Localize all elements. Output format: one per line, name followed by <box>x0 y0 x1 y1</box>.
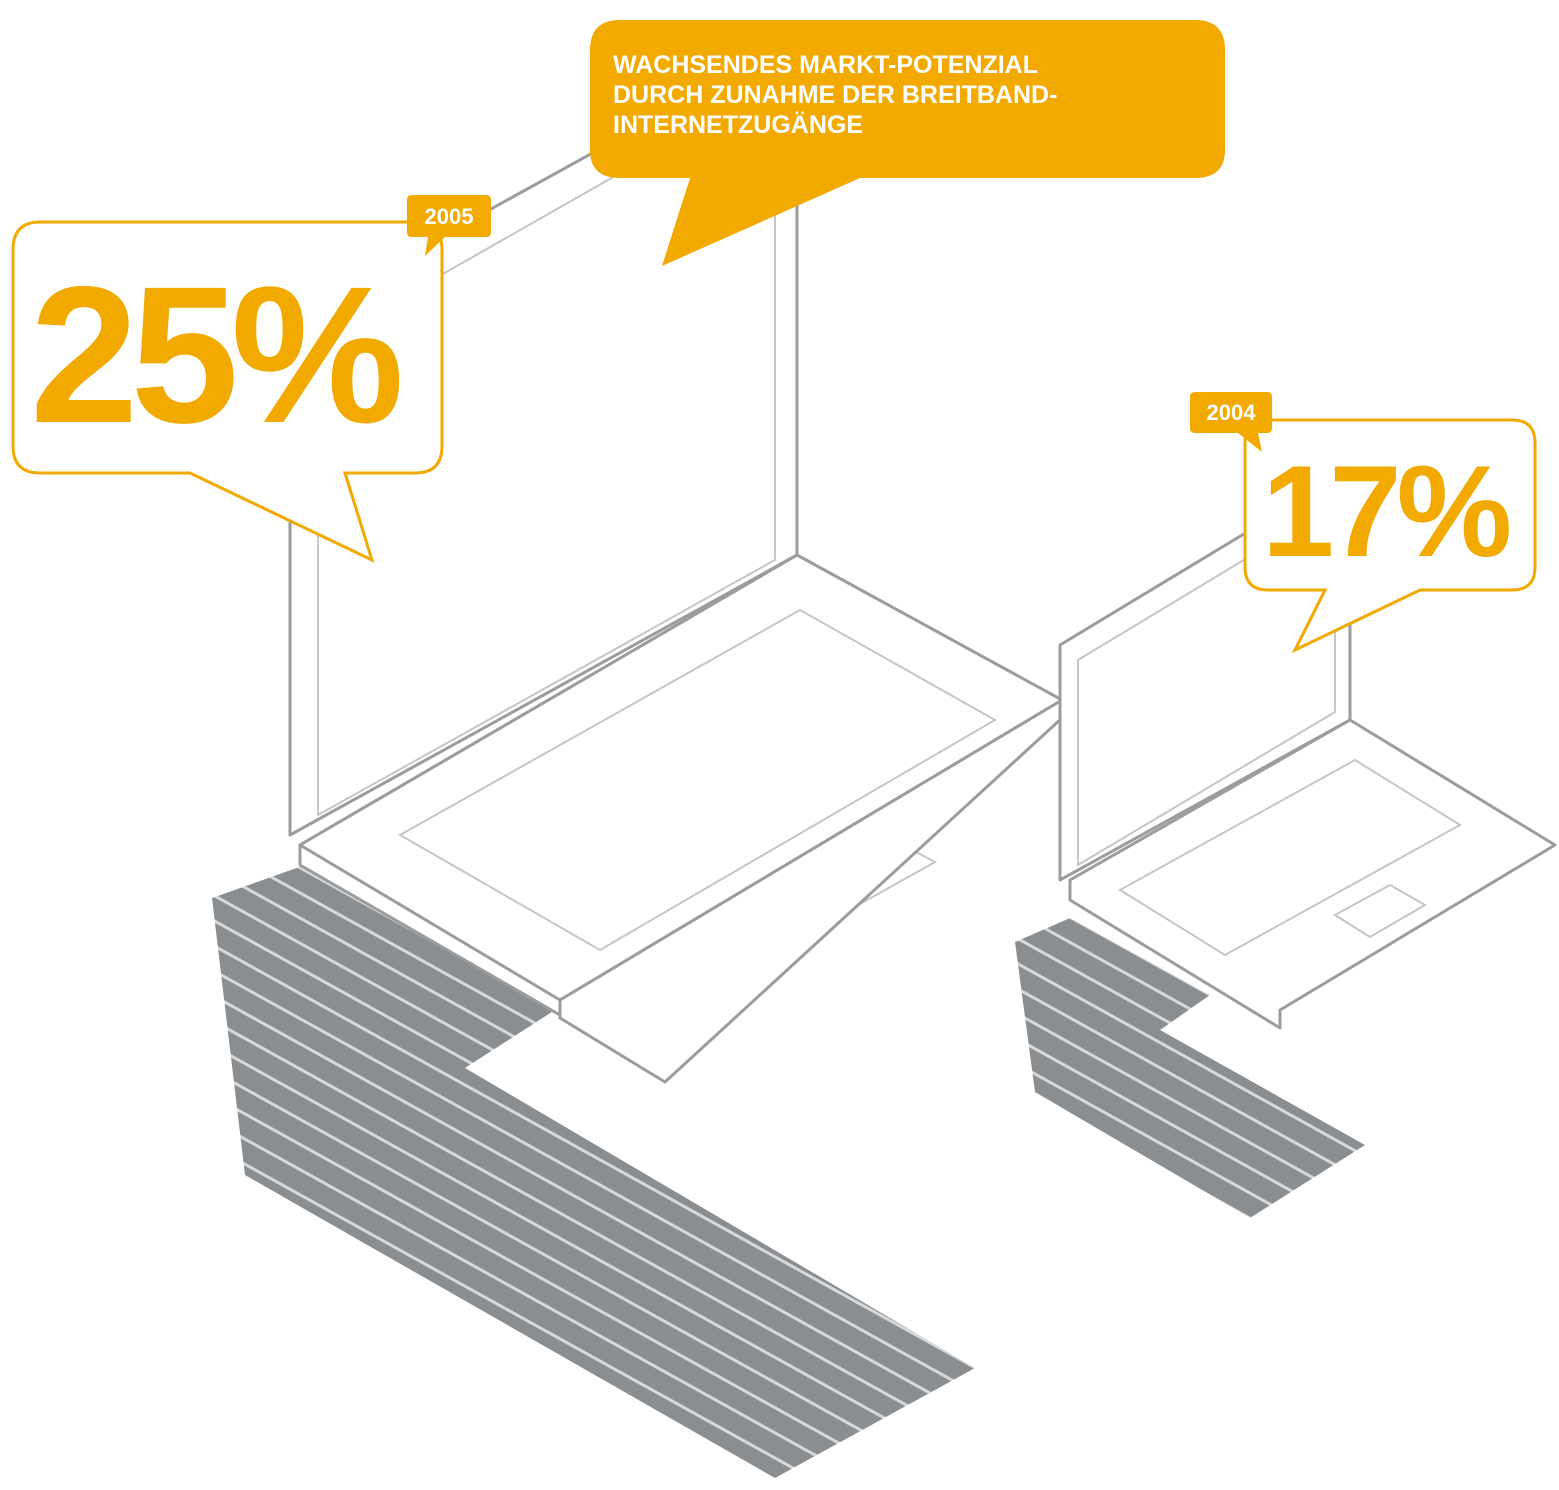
year-tag <box>407 195 491 256</box>
laptop-large <box>288 38 1064 1084</box>
cable-small <box>1015 918 1365 1218</box>
callout-text: WACHSENDES MARKT-POTENZIAL <box>613 51 1038 79</box>
cable-large <box>212 865 975 1478</box>
callout-text: INTERNETZUGÄNGE <box>613 111 863 139</box>
value-label: 25% <box>30 246 400 464</box>
callout-bubble <box>590 20 1225 266</box>
year-tag <box>1190 392 1272 452</box>
callout-text: DURCH ZUNAHME DER BREITBAND- <box>613 81 1057 109</box>
year-label: 2005 <box>425 204 474 229</box>
value-label: 17% <box>1262 438 1510 584</box>
year-label: 2004 <box>1207 400 1257 425</box>
